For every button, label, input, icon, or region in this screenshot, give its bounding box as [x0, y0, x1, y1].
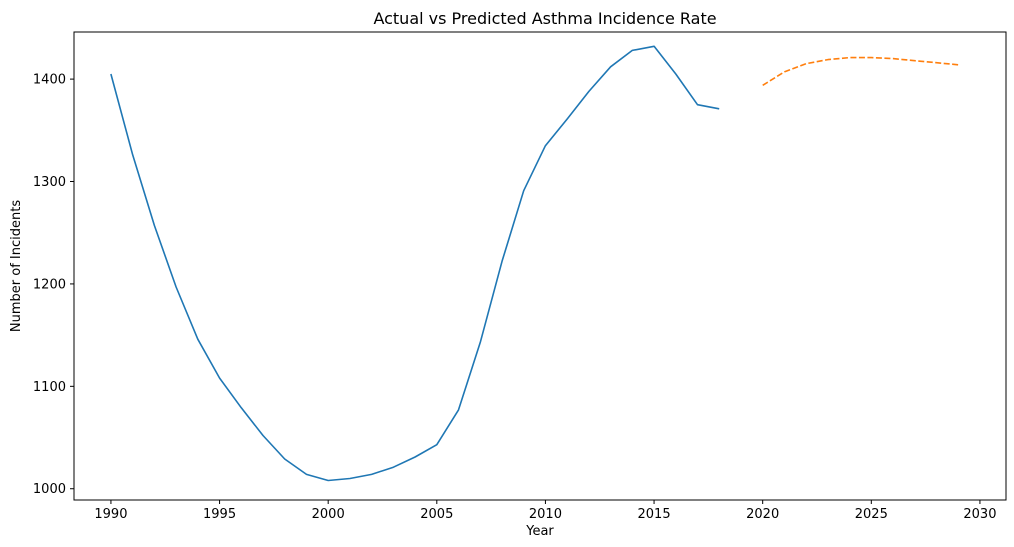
x-tick-label: 2005 — [420, 507, 453, 522]
y-tick-label: 1100 — [33, 380, 66, 395]
x-tick-label: 2020 — [746, 507, 779, 522]
plot-area — [73, 31, 1007, 501]
y-axis-label: Number of Incidents — [9, 200, 24, 332]
actual-series-line — [110, 45, 720, 482]
x-tick-label: 2000 — [312, 507, 345, 522]
x-tick-label: 1990 — [94, 507, 127, 522]
y-tick-label: 1000 — [33, 482, 66, 497]
chart-title: Actual vs Predicted Asthma Incidence Rat… — [373, 9, 716, 28]
x-tick-label: 2030 — [963, 507, 996, 522]
x-tick-label: 2015 — [638, 507, 671, 522]
series-layer — [110, 45, 959, 482]
x-tick-label: 1995 — [203, 507, 236, 522]
x-tick-label: 2010 — [529, 507, 562, 522]
y-tick-label: 1400 — [33, 73, 66, 88]
x-axis-label: Year — [525, 524, 554, 539]
x-tick-label: 2025 — [855, 507, 888, 522]
predicted-series-line — [762, 56, 959, 86]
y-axis-ticks: 1000 1100 1200 1300 1400 — [33, 73, 74, 497]
x-axis-ticks: 1990 1995 2000 2005 2010 2015 2020 2025 2030 — [94, 500, 996, 522]
y-tick-label: 1200 — [33, 277, 66, 292]
y-tick-label: 1300 — [33, 175, 66, 190]
